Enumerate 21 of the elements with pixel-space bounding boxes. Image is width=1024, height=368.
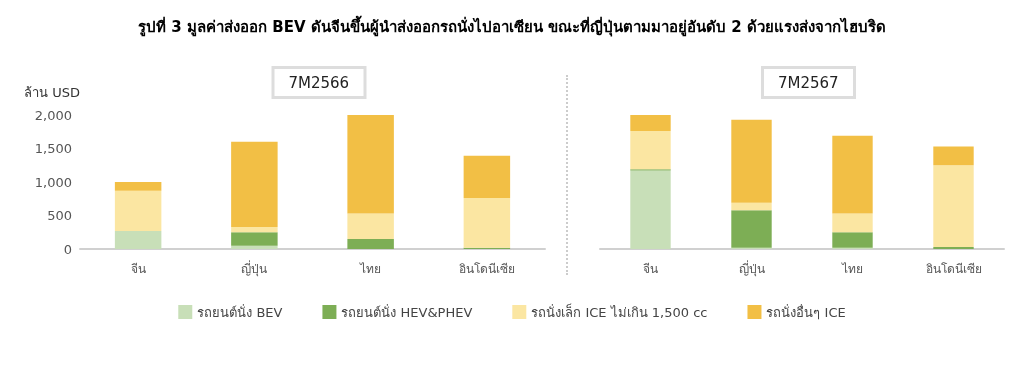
chart-title: รูปที่ 3 มูลค่าส่งออก BEV ดันจีนขึ้นผู้นำส่งออกรถนั่งไปอาเซียน ขณะที่ญี่ปุ่นตามมาอยู่อันดับ 2 ด้วยแรงส่งจากไฮบริด: [138, 14, 886, 37]
x-tick-label: ญี่ปุ่น: [241, 260, 268, 277]
y-tick-label: 1,000: [34, 174, 72, 190]
legend-label: รถยนต์นั่ง BEV: [197, 303, 283, 320]
legend-label: รถนั่งเล็ก ICE ไม่เกิน 1,500 cc: [531, 302, 708, 320]
x-tick-label: จีน: [130, 262, 146, 276]
y-tick-label: 2,000: [34, 107, 72, 123]
y-tick-label: 500: [47, 208, 72, 223]
chart-subtitle: 7M2566: [288, 73, 350, 92]
x-tick-label: ไทย: [841, 262, 863, 276]
x-tick-label: อินโดนีเซีย: [458, 262, 515, 276]
y-tick-label: 0: [63, 241, 72, 257]
legend-label: รถยนต์นั่ง HEV&PHEV: [341, 303, 473, 320]
x-tick-label: ไทย: [359, 262, 382, 276]
x-tick-label: จีน: [643, 262, 658, 276]
x-tick-label: อินโดนีเซีย: [925, 262, 982, 276]
y-axis-title: ล้าน USD: [24, 85, 80, 100]
chart-subtitle: 7M2567: [778, 73, 839, 92]
legend-label: รถนั่งอื่นๆ ICE: [766, 303, 846, 320]
x-tick-label: ญี่ปุ่น: [738, 260, 765, 277]
y-tick-label: 1,500: [34, 141, 72, 156]
